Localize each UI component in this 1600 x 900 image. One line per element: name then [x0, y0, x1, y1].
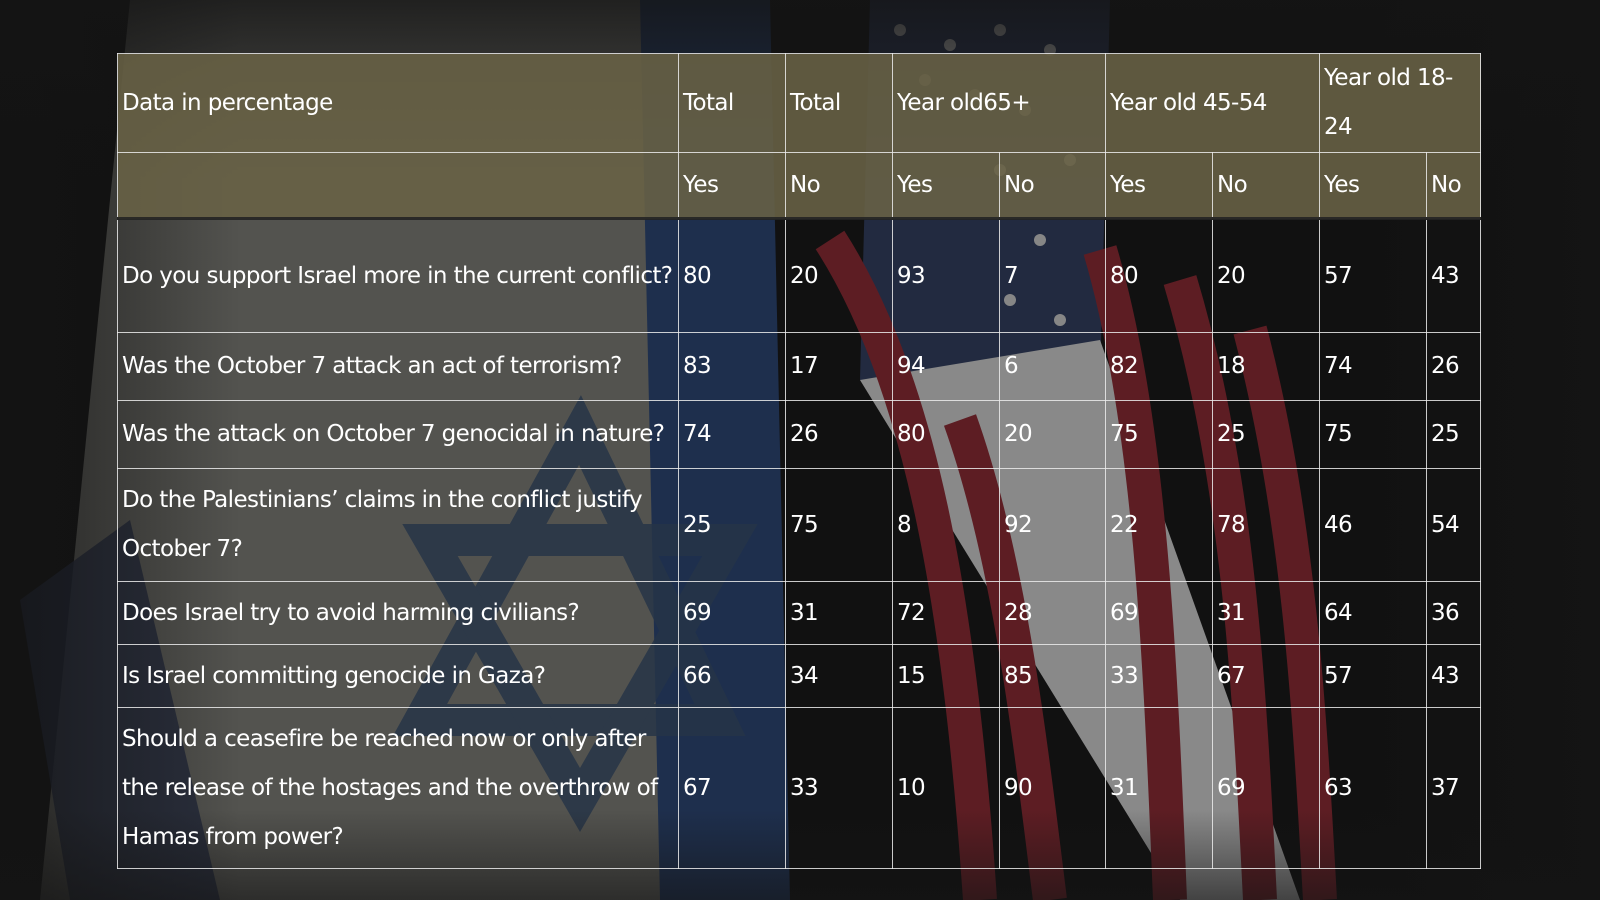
- value-cell: 57: [1319, 218, 1428, 333]
- table-body: Do you support Israel more in the curren…: [117, 218, 1482, 869]
- table-row: Was the October 7 attack an act of terro…: [117, 332, 1482, 401]
- value-cell: 31: [785, 581, 893, 645]
- value-cell: 78: [1212, 468, 1321, 582]
- value-cell: 67: [1212, 644, 1321, 708]
- value-cell: 57: [1319, 644, 1428, 708]
- value-cell: 7: [998, 218, 1107, 333]
- table-row: Was the attack on October 7 genocidal in…: [117, 400, 1482, 469]
- header-group-row: Data in percentage Total Total Year old6…: [117, 53, 1482, 153]
- value-cell: 93: [892, 218, 1000, 333]
- value-cell: 15: [892, 644, 1000, 708]
- subheader-no: No: [1212, 152, 1321, 220]
- subheader-no: No: [998, 152, 1107, 220]
- value-cell: 43: [1426, 644, 1482, 708]
- value-cell: 94: [892, 332, 1000, 401]
- header-age-18-24: Year old 18-24: [1319, 53, 1482, 153]
- value-cell: 10: [892, 707, 1000, 869]
- question-cell: Should a ceasefire be reached now or onl…: [117, 707, 679, 869]
- subheader-empty: [117, 152, 679, 220]
- value-cell: 17: [785, 332, 893, 401]
- value-cell: 74: [1319, 332, 1428, 401]
- header-data-in-percentage: Data in percentage: [117, 53, 679, 153]
- value-cell: 80: [1105, 218, 1214, 333]
- value-cell: 54: [1426, 468, 1482, 582]
- subheader-yes: Yes: [678, 152, 786, 220]
- value-cell: 28: [998, 581, 1107, 645]
- value-cell: 75: [1319, 400, 1428, 469]
- value-cell: 18: [1212, 332, 1321, 401]
- question-cell: Do the Palestinians’ claims in the confl…: [117, 468, 679, 582]
- value-cell: 33: [1105, 644, 1214, 708]
- value-cell: 25: [678, 468, 786, 582]
- value-cell: 69: [678, 581, 786, 645]
- value-cell: 20: [1212, 218, 1321, 333]
- question-cell: Do you support Israel more in the curren…: [117, 218, 679, 333]
- value-cell: 25: [1426, 400, 1482, 469]
- value-cell: 8: [892, 468, 1000, 582]
- value-cell: 37: [1426, 707, 1482, 869]
- value-cell: 64: [1319, 581, 1428, 645]
- value-cell: 31: [1212, 581, 1321, 645]
- subheader-yes: Yes: [892, 152, 1000, 220]
- value-cell: 75: [785, 468, 893, 582]
- header-total: Total: [785, 53, 893, 153]
- value-cell: 20: [998, 400, 1107, 469]
- subheader-no: No: [785, 152, 893, 220]
- value-cell: 80: [892, 400, 1000, 469]
- value-cell: 80: [678, 218, 786, 333]
- value-cell: 36: [1426, 581, 1482, 645]
- value-cell: 20: [785, 218, 893, 333]
- subheader-yes: Yes: [1319, 152, 1428, 220]
- table-row: Do the Palestinians’ claims in the confl…: [117, 468, 1482, 582]
- value-cell: 26: [785, 400, 893, 469]
- header-subheader-row: Yes No Yes No Yes No Yes No: [117, 152, 1482, 220]
- survey-table-container: Data in percentage Total Total Year old6…: [117, 53, 1482, 869]
- table-header: Data in percentage Total Total Year old6…: [117, 53, 1482, 220]
- value-cell: 82: [1105, 332, 1214, 401]
- value-cell: 74: [678, 400, 786, 469]
- table-row: Do you support Israel more in the curren…: [117, 218, 1482, 333]
- table-row: Does Israel try to avoid harming civilia…: [117, 581, 1482, 645]
- value-cell: 63: [1319, 707, 1428, 869]
- subheader-yes: Yes: [1105, 152, 1214, 220]
- survey-table: Data in percentage Total Total Year old6…: [117, 53, 1482, 869]
- value-cell: 69: [1212, 707, 1321, 869]
- value-cell: 85: [998, 644, 1107, 708]
- value-cell: 67: [678, 707, 786, 869]
- value-cell: 31: [1105, 707, 1214, 869]
- value-cell: 26: [1426, 332, 1482, 401]
- table-row: Is Israel committing genocide in Gaza? 6…: [117, 644, 1482, 708]
- value-cell: 33: [785, 707, 893, 869]
- table-row: Should a ceasefire be reached now or onl…: [117, 707, 1482, 869]
- header-age-45-54: Year old 45-54: [1105, 53, 1321, 153]
- value-cell: 43: [1426, 218, 1482, 333]
- question-cell: Does Israel try to avoid harming civilia…: [117, 581, 679, 645]
- value-cell: 90: [998, 707, 1107, 869]
- subheader-no: No: [1426, 152, 1482, 220]
- value-cell: 92: [998, 468, 1107, 582]
- value-cell: 72: [892, 581, 1000, 645]
- question-cell: Was the October 7 attack an act of terro…: [117, 332, 679, 401]
- value-cell: 22: [1105, 468, 1214, 582]
- header-total: Total: [678, 53, 786, 153]
- value-cell: 34: [785, 644, 893, 708]
- value-cell: 6: [998, 332, 1107, 401]
- value-cell: 83: [678, 332, 786, 401]
- header-age-65-plus: Year old65+: [891, 53, 1107, 153]
- question-cell: Is Israel committing genocide in Gaza?: [117, 644, 679, 708]
- value-cell: 69: [1105, 581, 1214, 645]
- value-cell: 75: [1105, 400, 1214, 469]
- value-cell: 46: [1319, 468, 1428, 582]
- question-cell: Was the attack on October 7 genocidal in…: [117, 400, 679, 469]
- value-cell: 66: [678, 644, 786, 708]
- value-cell: 25: [1212, 400, 1321, 469]
